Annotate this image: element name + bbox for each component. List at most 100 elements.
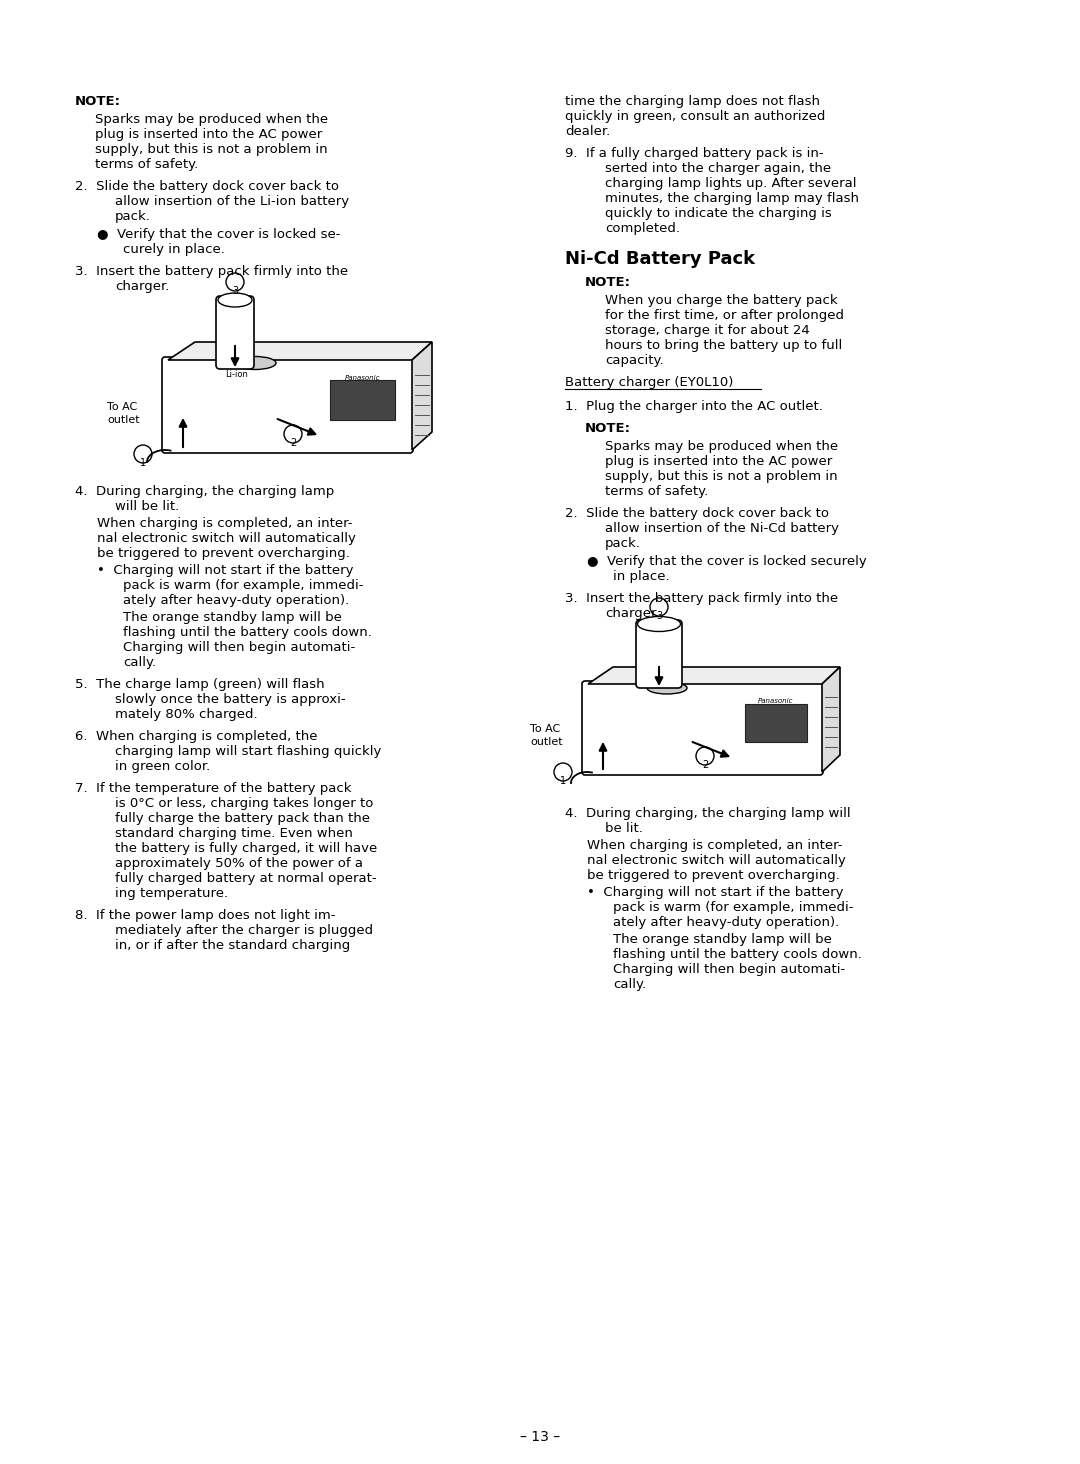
Text: cally.: cally.	[613, 978, 646, 991]
FancyBboxPatch shape	[216, 296, 254, 369]
Text: allow insertion of the Ni-Cd battery: allow insertion of the Ni-Cd battery	[605, 523, 839, 534]
Text: NOTE:: NOTE:	[75, 95, 121, 108]
Text: approximately 50% of the power of a: approximately 50% of the power of a	[114, 856, 363, 870]
Text: for the first time, or after prolonged: for the first time, or after prolonged	[605, 309, 843, 322]
Text: capacity.: capacity.	[605, 354, 663, 367]
Text: 4.  During charging, the charging lamp: 4. During charging, the charging lamp	[75, 485, 334, 498]
Text: 6.  When charging is completed, the: 6. When charging is completed, the	[75, 731, 318, 744]
Text: 3.  Insert the battery pack firmly into the: 3. Insert the battery pack firmly into t…	[565, 591, 838, 605]
Circle shape	[554, 763, 572, 780]
Text: will be lit.: will be lit.	[114, 501, 179, 512]
Text: dealer.: dealer.	[565, 124, 610, 138]
Text: pack is warm (for example, immedi-: pack is warm (for example, immedi-	[613, 900, 853, 914]
Text: Li-ion: Li-ion	[225, 370, 248, 379]
Polygon shape	[411, 343, 432, 449]
Text: time the charging lamp does not flash: time the charging lamp does not flash	[565, 95, 820, 108]
Ellipse shape	[647, 682, 687, 694]
Text: be lit.: be lit.	[605, 821, 643, 834]
Text: pack.: pack.	[114, 209, 151, 223]
Bar	[745, 704, 807, 742]
Text: curely in place.: curely in place.	[123, 243, 225, 256]
Text: Sparks may be produced when the: Sparks may be produced when the	[95, 113, 328, 126]
Text: ●  Verify that the cover is locked securely: ● Verify that the cover is locked secure…	[588, 555, 867, 568]
Text: cally.: cally.	[123, 656, 157, 669]
Text: Sparks may be produced when the: Sparks may be produced when the	[605, 441, 838, 452]
Polygon shape	[588, 668, 840, 684]
Text: hours to bring the battery up to full: hours to bring the battery up to full	[605, 340, 842, 351]
Text: charging lamp lights up. After several: charging lamp lights up. After several	[605, 177, 856, 190]
Text: 2.  Slide the battery dock cover back to: 2. Slide the battery dock cover back to	[75, 180, 339, 193]
Text: When charging is completed, an inter-: When charging is completed, an inter-	[588, 839, 842, 852]
Text: Panasonic: Panasonic	[345, 375, 380, 381]
Text: in place.: in place.	[613, 569, 670, 583]
Text: ●  Verify that the cover is locked se-: ● Verify that the cover is locked se-	[97, 228, 340, 242]
Text: 3: 3	[232, 285, 238, 296]
Text: The orange standby lamp will be: The orange standby lamp will be	[123, 610, 342, 624]
Text: 4.  During charging, the charging lamp will: 4. During charging, the charging lamp wi…	[565, 807, 851, 820]
Text: Ni-Cd Battery Pack: Ni-Cd Battery Pack	[565, 250, 755, 268]
Text: mately 80% charged.: mately 80% charged.	[114, 709, 258, 720]
Circle shape	[226, 272, 244, 291]
Text: To AC: To AC	[107, 403, 137, 411]
Text: When charging is completed, an inter-: When charging is completed, an inter-	[97, 517, 352, 530]
Text: flashing until the battery cools down.: flashing until the battery cools down.	[123, 627, 372, 638]
Text: 1: 1	[140, 457, 146, 467]
FancyBboxPatch shape	[582, 681, 823, 774]
Text: minutes, the charging lamp may flash: minutes, the charging lamp may flash	[605, 192, 859, 205]
Text: 9.  If a fully charged battery pack is in-: 9. If a fully charged battery pack is in…	[565, 146, 824, 160]
Text: outlet: outlet	[530, 736, 563, 747]
Text: •  Charging will not start if the battery: • Charging will not start if the battery	[97, 564, 353, 577]
Text: serted into the charger again, the: serted into the charger again, the	[605, 163, 832, 176]
Text: in green color.: in green color.	[114, 760, 211, 773]
Circle shape	[134, 445, 152, 463]
Circle shape	[284, 425, 302, 444]
Text: plug is inserted into the AC power: plug is inserted into the AC power	[605, 455, 833, 468]
Ellipse shape	[637, 616, 680, 631]
Text: NOTE:: NOTE:	[585, 422, 631, 435]
Polygon shape	[822, 668, 840, 772]
Text: 1.  Plug the charger into the AC outlet.: 1. Plug the charger into the AC outlet.	[565, 400, 823, 413]
Text: quickly to indicate the charging is: quickly to indicate the charging is	[605, 206, 832, 220]
Circle shape	[696, 747, 714, 766]
Text: pack is warm (for example, immedi-: pack is warm (for example, immedi-	[123, 578, 364, 591]
Text: 7.  If the temperature of the battery pack: 7. If the temperature of the battery pac…	[75, 782, 351, 795]
Text: standard charging time. Even when: standard charging time. Even when	[114, 827, 353, 840]
Text: 2: 2	[289, 438, 296, 448]
Text: 2: 2	[702, 760, 708, 770]
Text: the battery is fully charged, it will have: the battery is fully charged, it will ha…	[114, 842, 377, 855]
Text: outlet: outlet	[107, 414, 139, 425]
Text: 1: 1	[559, 776, 566, 786]
Text: ately after heavy-duty operation).: ately after heavy-duty operation).	[613, 916, 839, 930]
Text: fully charge the battery pack than the: fully charge the battery pack than the	[114, 813, 370, 826]
Text: 5.  The charge lamp (green) will flash: 5. The charge lamp (green) will flash	[75, 678, 325, 691]
Text: nal electronic switch will automatically: nal electronic switch will automatically	[588, 854, 846, 867]
Text: plug is inserted into the AC power: plug is inserted into the AC power	[95, 127, 322, 141]
Text: allow insertion of the Li-ion battery: allow insertion of the Li-ion battery	[114, 195, 349, 208]
Text: 2.  Slide the battery dock cover back to: 2. Slide the battery dock cover back to	[565, 507, 829, 520]
Text: storage, charge it for about 24: storage, charge it for about 24	[605, 324, 810, 337]
Text: quickly in green, consult an authorized: quickly in green, consult an authorized	[565, 110, 825, 123]
Text: mediately after the charger is plugged: mediately after the charger is plugged	[114, 924, 373, 937]
Text: ately after heavy-duty operation).: ately after heavy-duty operation).	[123, 594, 349, 608]
Text: is 0°C or less, charging takes longer to: is 0°C or less, charging takes longer to	[114, 796, 374, 810]
Ellipse shape	[234, 357, 276, 369]
Text: completed.: completed.	[605, 223, 680, 236]
Text: The orange standby lamp will be: The orange standby lamp will be	[613, 933, 832, 946]
Text: be triggered to prevent overcharging.: be triggered to prevent overcharging.	[588, 870, 840, 881]
FancyBboxPatch shape	[636, 619, 681, 688]
Bar	[330, 381, 395, 420]
Text: 3: 3	[656, 610, 662, 621]
Text: supply, but this is not a problem in: supply, but this is not a problem in	[95, 143, 327, 157]
Text: charging lamp will start flashing quickly: charging lamp will start flashing quickl…	[114, 745, 381, 758]
Text: nal electronic switch will automatically: nal electronic switch will automatically	[97, 531, 356, 545]
Text: – 13 –: – 13 –	[519, 1430, 561, 1444]
Text: When you charge the battery pack: When you charge the battery pack	[605, 294, 838, 307]
Text: terms of safety.: terms of safety.	[95, 158, 199, 171]
Text: charger.: charger.	[114, 280, 170, 293]
Text: in, or if after the standard charging: in, or if after the standard charging	[114, 938, 350, 952]
Ellipse shape	[218, 293, 252, 307]
Text: supply, but this is not a problem in: supply, but this is not a problem in	[605, 470, 838, 483]
Text: •  Charging will not start if the battery: • Charging will not start if the battery	[588, 886, 843, 899]
Circle shape	[650, 597, 669, 616]
Text: slowly once the battery is approxi-: slowly once the battery is approxi-	[114, 692, 346, 706]
